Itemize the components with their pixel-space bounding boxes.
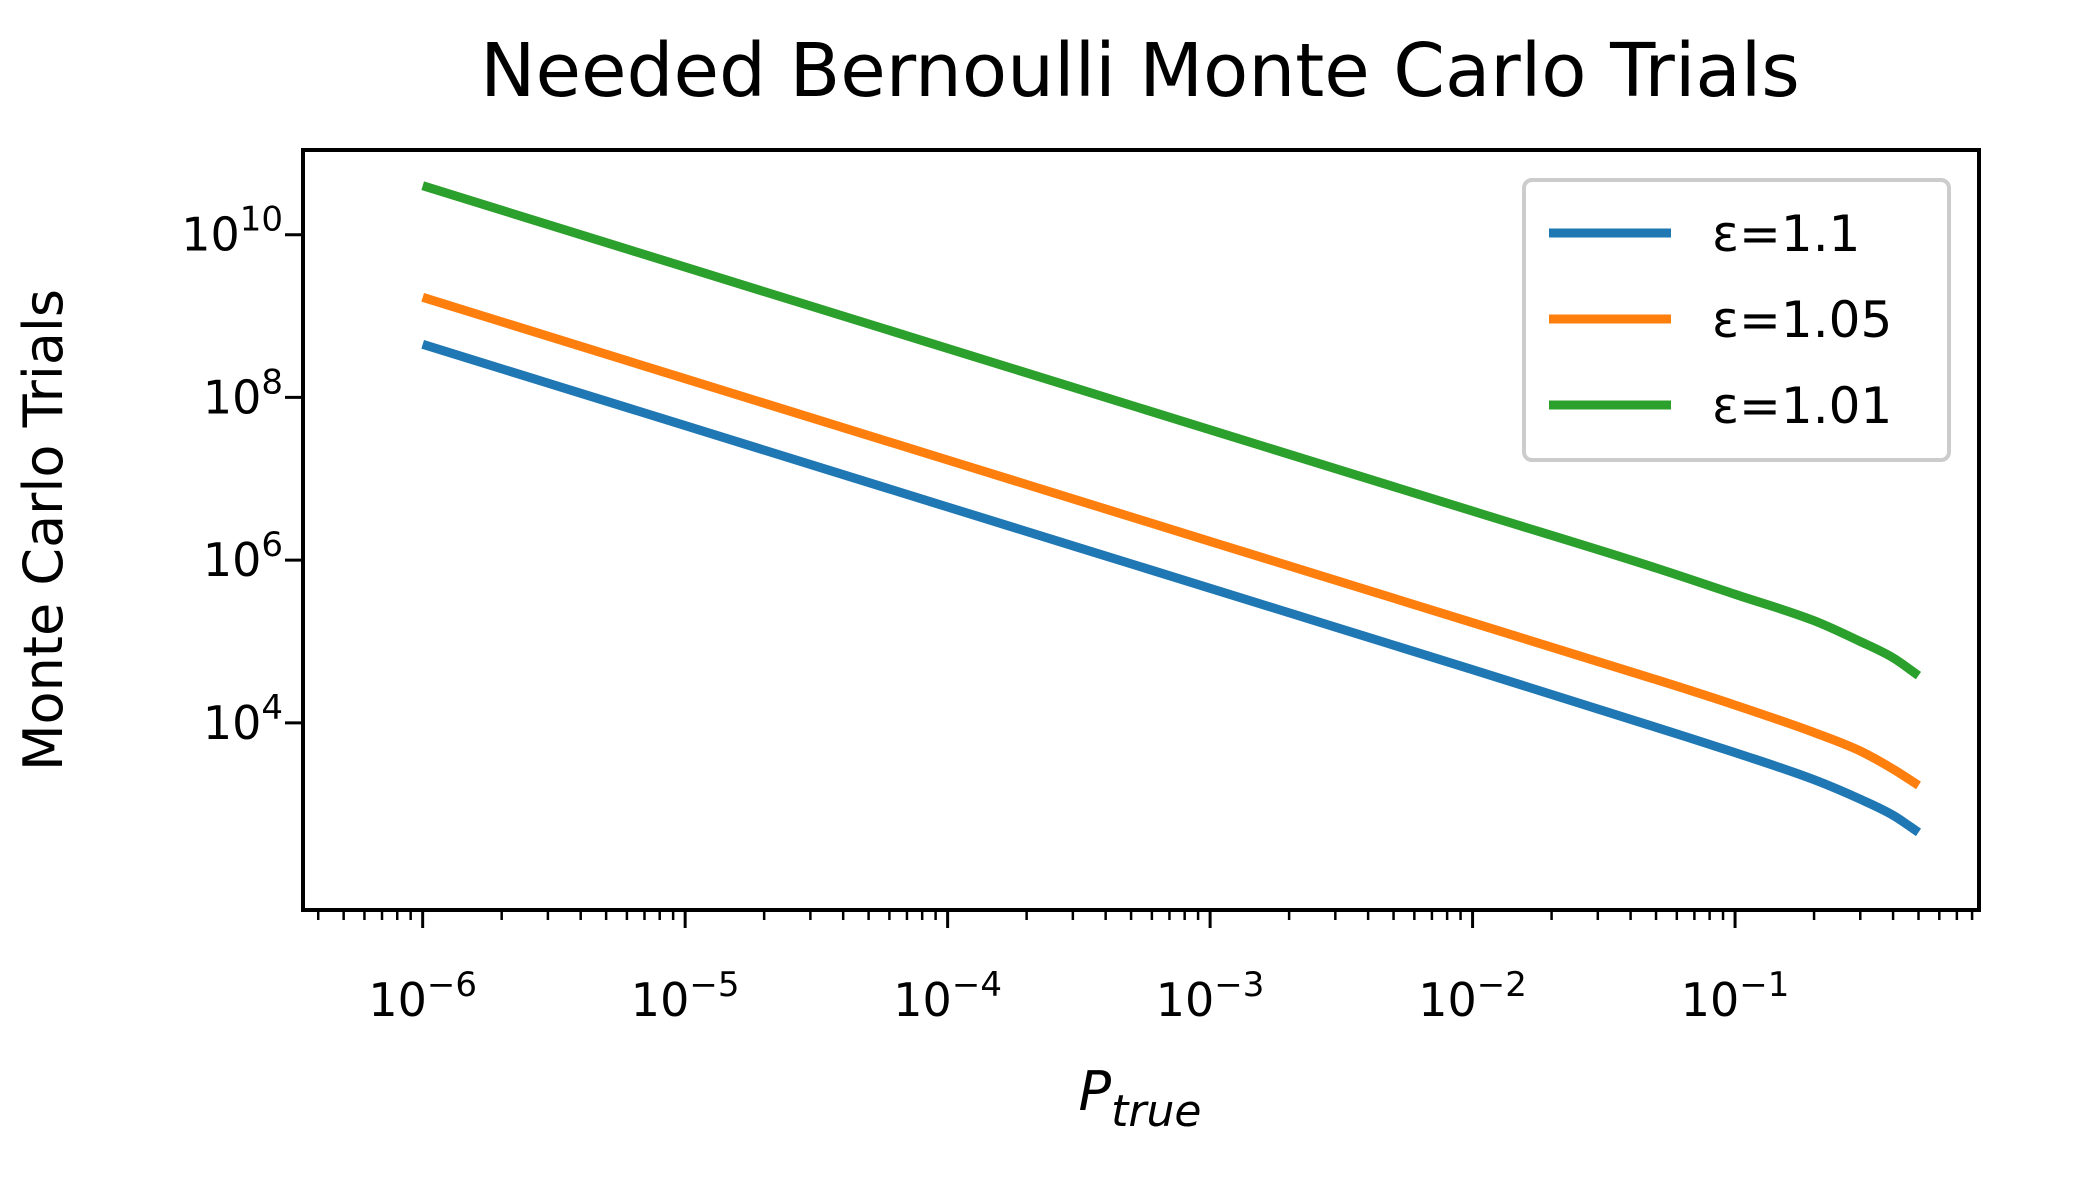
x-tick-label: 10−4: [893, 965, 1002, 1027]
series-line-3: [421, 181, 1922, 680]
y-axis-label: Monte Carlo Trials: [12, 289, 75, 771]
x-axis-label-subscript: true: [1111, 1086, 1201, 1137]
axes-frame: [301, 148, 1981, 912]
legend-frame: [1522, 178, 1951, 462]
x-tick-label: 10−2: [1418, 965, 1527, 1027]
x-axis-ticks: 10−6 10−5 10−4 10−3 10−2 10−1: [316, 910, 1974, 1027]
legend-label-1: ε=1.1: [1712, 205, 1860, 263]
y-tick-label: 108: [203, 362, 283, 424]
x-tick-label: 10−5: [631, 965, 740, 1027]
legend: ε=1.1 ε=1.05 ε=1.01: [1522, 178, 1951, 462]
x-tick-label: 10−3: [1156, 965, 1265, 1027]
x-tick-label: 10−6: [368, 965, 477, 1027]
plot-area: [421, 181, 1922, 837]
y-axis-ticks: 104 106 108 1010: [181, 200, 303, 750]
legend-label-2: ε=1.05: [1712, 291, 1892, 349]
y-tick-label: 106: [203, 525, 283, 587]
y-tick-label: 104: [203, 688, 283, 750]
x-axis-label: Ptrue: [1079, 1060, 1202, 1137]
legend-label-3: ε=1.01: [1712, 377, 1892, 435]
series-line-1: [421, 340, 1922, 837]
chart-title: Needed Bernoulli Monte Carlo Trials: [480, 28, 1800, 114]
series-line-2: [421, 293, 1921, 790]
y-tick-label: 1010: [181, 200, 283, 262]
x-tick-label: 10−1: [1681, 965, 1790, 1027]
